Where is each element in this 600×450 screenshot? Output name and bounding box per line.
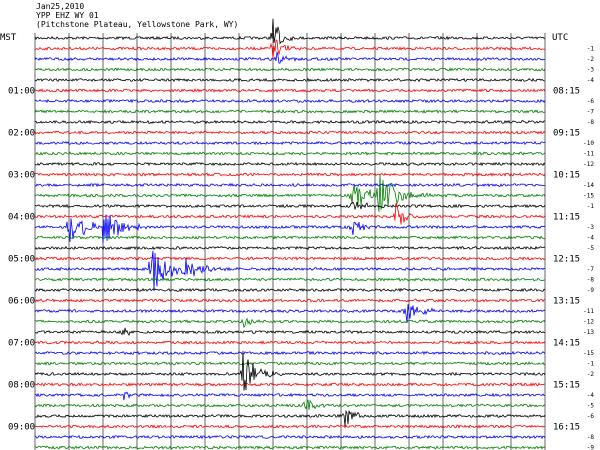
seismic-trace bbox=[34, 109, 546, 114]
minute-offset-label: -10 bbox=[583, 140, 594, 147]
seismic-trace bbox=[34, 250, 546, 292]
seismic-trace bbox=[34, 424, 546, 429]
seismic-trace bbox=[34, 161, 546, 167]
seismic-trace bbox=[34, 182, 546, 188]
seismic-trace bbox=[34, 287, 546, 293]
minute-offset-label: -2 bbox=[587, 371, 595, 378]
utc-tick-label: 16:15 bbox=[553, 423, 580, 433]
minute-offset-label: -5 bbox=[587, 245, 595, 252]
utc-tick-label: 12:15 bbox=[553, 255, 580, 265]
utc-tick-label: 08:15 bbox=[553, 87, 580, 97]
minute-offset-label: -14 bbox=[583, 182, 594, 189]
right-time-ticks: 08:15 09:15 10:15 11:15 12:15 13:15 14:15 15:15… bbox=[553, 87, 580, 433]
minute-offset-label: -9 bbox=[587, 445, 595, 450]
mst-tick-label: 01:00 bbox=[8, 87, 35, 97]
minute-offset-label: -8 bbox=[587, 277, 595, 284]
minute-offset-labels: -1 -2 -3 -4 -6 -7 -8 -10 -11 -12 -14 -15 -1 -3 -4 -5 -7 -… bbox=[583, 46, 594, 450]
station-location: (Pitchstone Plateau, Yellowstone Park, W… bbox=[36, 20, 239, 29]
seismic-trace bbox=[34, 77, 546, 83]
minute-offset-label: -15 bbox=[583, 193, 594, 200]
seismic-trace bbox=[34, 88, 546, 93]
seismic-trace bbox=[34, 245, 545, 251]
mst-tick-label: 07:00 bbox=[8, 339, 35, 349]
seismic-trace bbox=[34, 304, 546, 323]
seismic-trace bbox=[34, 214, 546, 244]
mst-tick-label: 03:00 bbox=[8, 171, 35, 181]
seismic-trace bbox=[34, 51, 545, 64]
minute-offset-label: -7 bbox=[587, 109, 595, 116]
seismic-trace bbox=[35, 39, 546, 59]
minute-offset-label: -12 bbox=[583, 319, 594, 326]
minute-offset-label: -9 bbox=[587, 287, 595, 294]
minute-offset-label: -13 bbox=[583, 329, 594, 336]
seismic-trace bbox=[34, 151, 546, 156]
minute-grid bbox=[34, 33, 546, 450]
utc-tick-label: 15:15 bbox=[553, 381, 580, 391]
seismic-trace bbox=[34, 298, 546, 303]
minute-offset-label: -15 bbox=[583, 350, 594, 357]
mst-tick-label: 02:00 bbox=[8, 129, 35, 139]
mst-tick-label: 09:00 bbox=[8, 423, 35, 433]
minute-offset-label: -3 bbox=[587, 224, 595, 231]
minute-offset-label: -4 bbox=[587, 235, 595, 242]
seismic-trace bbox=[34, 277, 546, 282]
seismic-trace bbox=[34, 140, 546, 146]
seismic-trace bbox=[34, 361, 546, 366]
seismic-trace bbox=[34, 350, 546, 391]
utc-tick-label: 14:15 bbox=[553, 339, 580, 349]
left-time-ticks: 01:00 02:00 03:00 04:00 05:00 06:00 07:00 08:00… bbox=[8, 87, 35, 433]
seismic-trace bbox=[34, 327, 546, 336]
seismic-trace bbox=[34, 172, 546, 177]
mst-tick-label: 05:00 bbox=[8, 255, 35, 265]
minute-offset-label: -11 bbox=[583, 151, 594, 158]
utc-tick-label: 10:15 bbox=[553, 171, 580, 181]
minute-offset-label: -1 bbox=[587, 46, 595, 53]
seismic-trace bbox=[34, 409, 546, 426]
minute-offset-label: -8 bbox=[587, 434, 595, 441]
minute-offset-label: -3 bbox=[587, 67, 595, 74]
seismic-trace bbox=[34, 382, 546, 387]
seismic-trace bbox=[34, 256, 546, 261]
minute-offset-label: -4 bbox=[587, 392, 595, 399]
seismic-trace bbox=[34, 119, 545, 125]
seismic-trace bbox=[34, 130, 546, 135]
minute-offset-label: -2 bbox=[587, 56, 595, 63]
left-axis-label: MST bbox=[0, 33, 17, 43]
station-code: YPP EHZ WY 01 bbox=[36, 11, 99, 20]
seismic-trace bbox=[34, 399, 546, 410]
right-axis-label: UTC bbox=[552, 33, 569, 43]
mst-tick-label: 08:00 bbox=[8, 381, 35, 391]
seismic-trace bbox=[34, 350, 546, 356]
seismic-trace bbox=[34, 201, 546, 210]
mst-tick-label: 06:00 bbox=[8, 297, 35, 307]
seismic-trace bbox=[34, 98, 546, 104]
minute-offset-label: -8 bbox=[587, 119, 595, 126]
seismic-trace bbox=[34, 340, 546, 345]
minute-offset-label: -6 bbox=[587, 98, 595, 105]
seismic-trace bbox=[34, 202, 546, 225]
minute-offset-label: -6 bbox=[587, 413, 595, 420]
minute-offset-label: -7 bbox=[587, 266, 595, 273]
seismic-trace bbox=[34, 174, 546, 212]
utc-tick-label: 11:15 bbox=[553, 213, 580, 223]
minute-offset-label: -1 bbox=[587, 203, 595, 210]
seismic-trace bbox=[34, 67, 546, 72]
minute-offset-label: -5 bbox=[587, 403, 595, 410]
seismic-trace bbox=[34, 317, 546, 329]
minute-offset-label: -4 bbox=[587, 77, 595, 84]
seismic-traces bbox=[34, 18, 546, 450]
minute-offset-label: -1 bbox=[587, 361, 595, 368]
seismic-trace bbox=[34, 18, 546, 45]
seismic-trace bbox=[34, 235, 546, 240]
utc-tick-label: 13:15 bbox=[553, 297, 580, 307]
mst-tick-label: 04:00 bbox=[8, 213, 35, 223]
seismic-trace bbox=[34, 445, 546, 450]
seismic-trace bbox=[34, 391, 546, 401]
minute-offset-label: -11 bbox=[583, 308, 594, 315]
chart-date: Jan25,2010 bbox=[36, 2, 85, 11]
seismic-trace bbox=[34, 434, 546, 440]
utc-tick-label: 09:15 bbox=[553, 129, 580, 139]
minute-offset-label: -12 bbox=[583, 161, 594, 168]
